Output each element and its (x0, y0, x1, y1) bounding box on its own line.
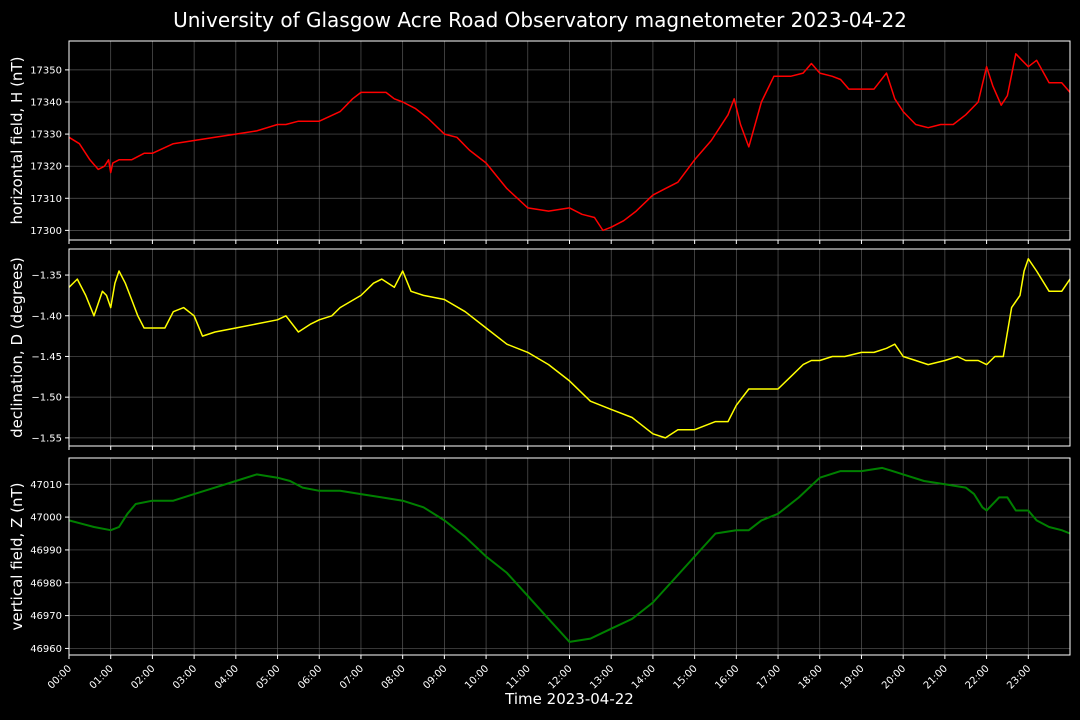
x-tick-label: 08:00 (380, 663, 408, 691)
y-tick-label: 46960 (30, 644, 62, 655)
y-tick-label: 46980 (30, 578, 62, 589)
x-tick-label: 12:00 (546, 663, 574, 691)
y-tick-label: 46990 (30, 545, 62, 556)
x-tick-label: 18:00 (797, 663, 825, 691)
y-tick-label: −1.50 (31, 393, 62, 404)
y-tick-label: −1.45 (31, 352, 62, 363)
x-tick-label: 09:00 (421, 663, 449, 691)
y-tick-label: −1.35 (31, 271, 62, 282)
y-tick-label: 17310 (30, 194, 62, 205)
panel-frame-1 (68, 40, 1071, 241)
x-tick-label: 11:00 (505, 663, 533, 691)
x-tick-label: 10:00 (463, 663, 491, 691)
y-tick-label: 17320 (30, 162, 62, 173)
y-tick-label: 47000 (30, 513, 62, 524)
y-tick-label: −1.55 (31, 433, 62, 444)
x-tick-label: 07:00 (338, 663, 366, 691)
chart-title: University of Glasgow Acre Road Observat… (173, 8, 907, 32)
x-tick-label: 14:00 (630, 663, 658, 691)
x-tick-label: 17:00 (755, 663, 783, 691)
y-tick-label: 46970 (30, 611, 62, 622)
x-tick-label: 13:00 (588, 663, 616, 691)
x-tick-label: 23:00 (1005, 663, 1033, 691)
panel-frame-2 (68, 248, 1071, 447)
y-axis-label-3: vertical field, Z (nT) (8, 482, 26, 630)
y-tick-label: −1.40 (31, 311, 62, 322)
x-tick-label: 22:00 (964, 663, 992, 691)
y-tick-label: 17340 (30, 97, 62, 108)
x-axis-label: Time 2023-04-22 (505, 690, 634, 708)
x-tick-label: 05:00 (255, 663, 283, 691)
x-tick-label: 00:00 (46, 663, 74, 691)
x-tick-label: 04:00 (213, 663, 241, 691)
y-tick-label: 17300 (30, 226, 62, 237)
panel-frame-3 (68, 457, 1071, 656)
y-axis-label-2: declination, D (degrees) (8, 257, 26, 438)
series-line-2 (68, 258, 1071, 439)
y-tick-label: 17330 (30, 130, 62, 141)
x-tick-label: 20:00 (880, 663, 908, 691)
y-tick-label: 47010 (30, 480, 62, 491)
x-tick-label: 19:00 (838, 663, 866, 691)
x-tick-label: 02:00 (129, 663, 157, 691)
y-axis-label-1: horizontal field, H (nT) (8, 57, 26, 225)
x-tick-label: 01:00 (88, 663, 116, 691)
x-tick-label: 06:00 (296, 663, 324, 691)
x-tick-label: 15:00 (672, 663, 700, 691)
x-tick-label: 03:00 (171, 663, 199, 691)
y-tick-label: 17350 (30, 65, 62, 76)
series-line-1 (68, 53, 1071, 232)
x-tick-label: 21:00 (922, 663, 950, 691)
x-tick-label: 16:00 (713, 663, 741, 691)
series-line-3 (68, 466, 1071, 643)
